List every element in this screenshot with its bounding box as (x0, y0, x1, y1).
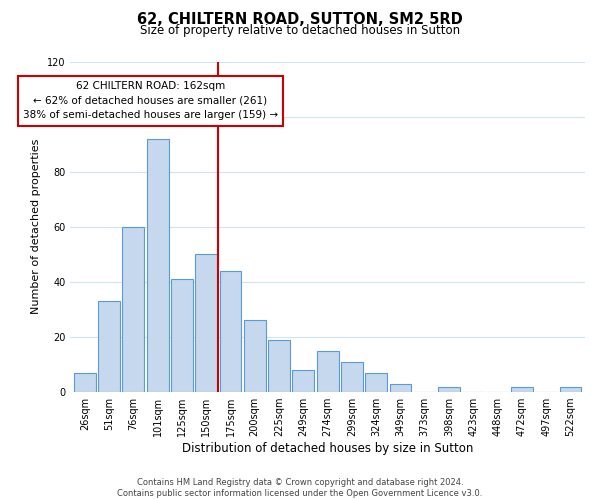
Bar (195, 254, 217, 392)
Bar (74, 373, 95, 392)
Bar (292, 370, 314, 392)
Text: Size of property relative to detached houses in Sutton: Size of property relative to detached ho… (140, 24, 460, 37)
X-axis label: Distribution of detached houses by size in Sutton: Distribution of detached houses by size … (182, 442, 473, 455)
Text: 62 CHILTERN ROAD: 162sqm
← 62% of detached houses are smaller (261)
38% of semi-: 62 CHILTERN ROAD: 162sqm ← 62% of detach… (23, 81, 278, 120)
Bar (244, 320, 266, 392)
Y-axis label: Number of detached properties: Number of detached properties (31, 139, 41, 314)
Bar (389, 384, 412, 392)
Bar (171, 279, 193, 392)
Text: 62, CHILTERN ROAD, SUTTON, SM2 5RD: 62, CHILTERN ROAD, SUTTON, SM2 5RD (137, 12, 463, 28)
Bar (317, 351, 338, 392)
Bar (122, 227, 144, 392)
Bar (220, 271, 241, 392)
Bar (146, 138, 169, 392)
Bar (365, 373, 387, 392)
Bar (511, 386, 533, 392)
Bar (438, 386, 460, 392)
Bar (341, 362, 363, 392)
Bar (560, 386, 581, 392)
Bar (98, 301, 120, 392)
Text: Contains HM Land Registry data © Crown copyright and database right 2024.
Contai: Contains HM Land Registry data © Crown c… (118, 478, 482, 498)
Bar (268, 340, 290, 392)
